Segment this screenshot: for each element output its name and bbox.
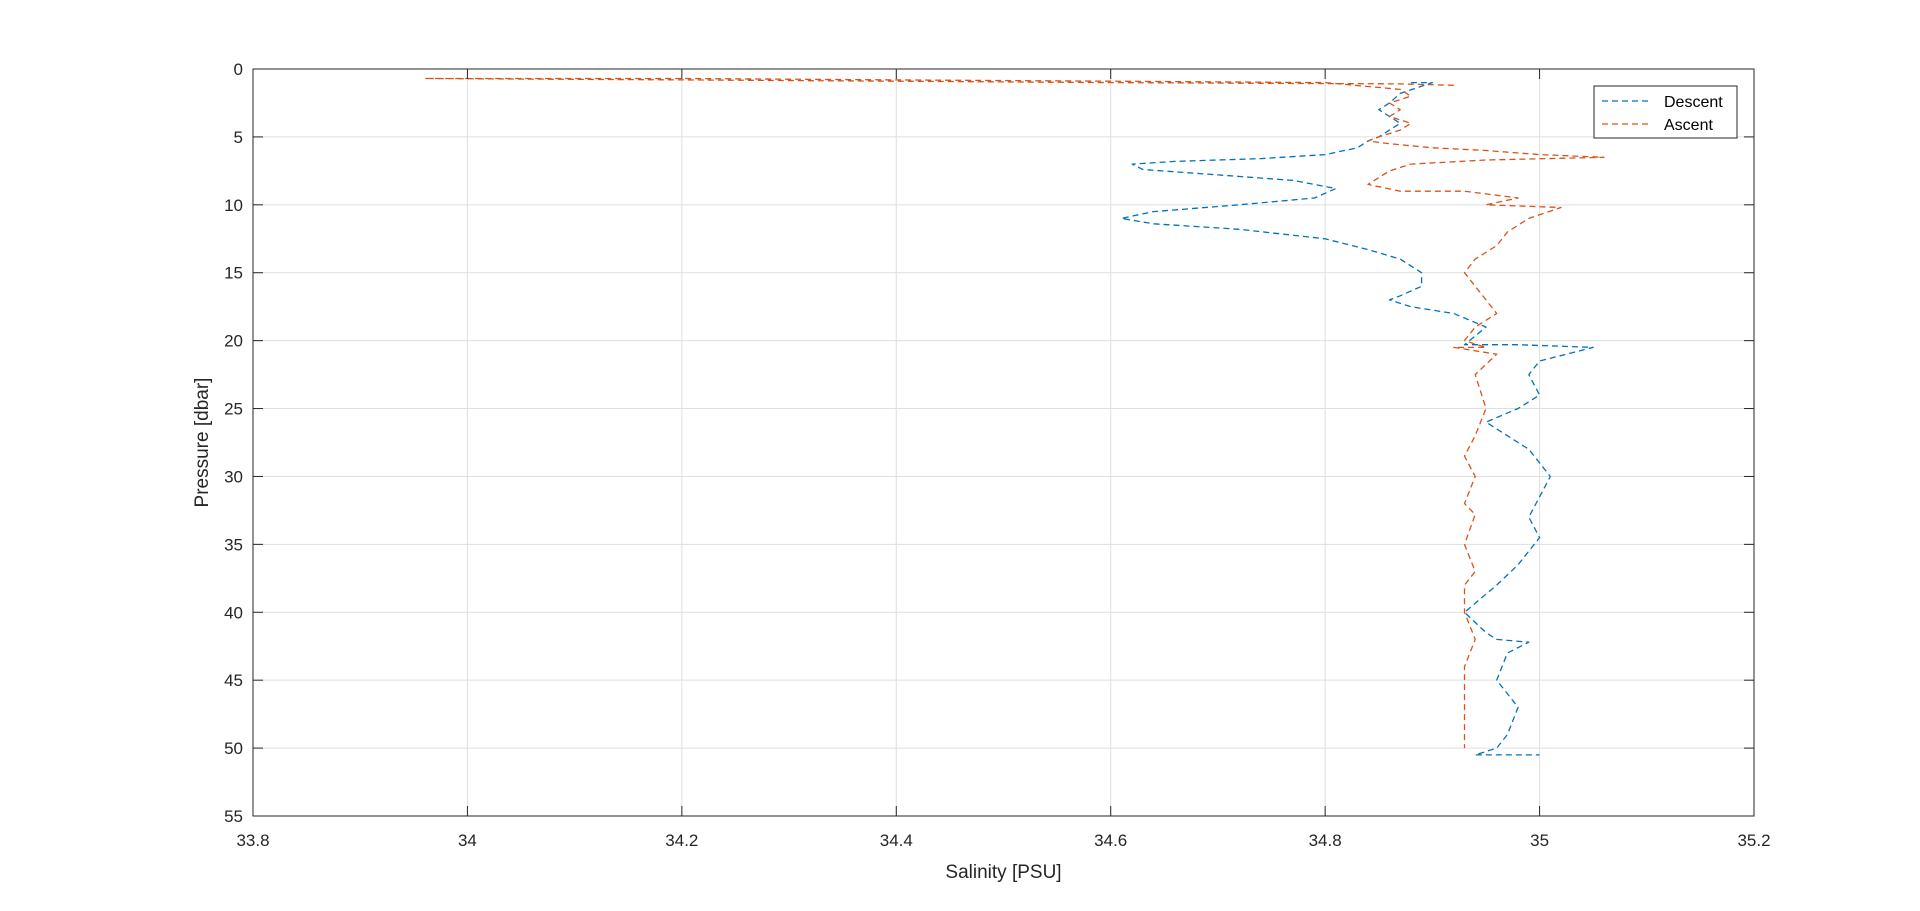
y-tick-label: 10 [224, 196, 243, 215]
x-tick-label: 34.8 [1309, 831, 1342, 850]
legend-box [1593, 85, 1738, 139]
x-tick-label: 34.4 [880, 831, 913, 850]
series-layer [423, 77, 1605, 756]
legend-label-ascent: Ascent [1664, 117, 1713, 134]
y-tick-label: 55 [224, 807, 243, 826]
plot-area [253, 69, 1754, 816]
x-tick-label: 34.6 [1094, 831, 1127, 850]
y-tick-label: 25 [224, 400, 243, 419]
y-tick-label: 0 [234, 60, 243, 79]
x-tick-label: 34.2 [665, 831, 698, 850]
y-tick-label: 20 [224, 332, 243, 351]
y-tick-label: 45 [224, 671, 243, 690]
y-tick-label: 50 [224, 739, 243, 758]
x-tick-label: 35.2 [1737, 831, 1770, 850]
y-tick-label: 35 [224, 535, 243, 554]
x-tick-label: 35 [1530, 831, 1549, 850]
x-tick-label: 34 [458, 831, 477, 850]
x-axis-title: Salinity [PSU] [945, 862, 1061, 883]
series-line-ascent [423, 77, 1605, 749]
legend: Descent Ascent [1593, 85, 1738, 139]
y-tick-label: 5 [234, 128, 243, 147]
x-axis: 33.8 34 34.2 34.4 34.6 34.8 35 35.2 [236, 69, 1771, 850]
y-axis: 0 5 10 15 20 25 30 35 40 45 50 55 [224, 60, 1754, 826]
y-tick-label: 40 [224, 603, 243, 622]
y-axis-title: Pressure [dbar] [192, 378, 213, 508]
legend-label-descent: Descent [1664, 94, 1723, 111]
plot-frame [252, 68, 1755, 817]
x-tick-label: 33.8 [236, 831, 269, 850]
series-line-descent [1120, 81, 1594, 756]
y-tick-label: 15 [224, 264, 243, 283]
y-tick-label: 30 [224, 467, 243, 486]
